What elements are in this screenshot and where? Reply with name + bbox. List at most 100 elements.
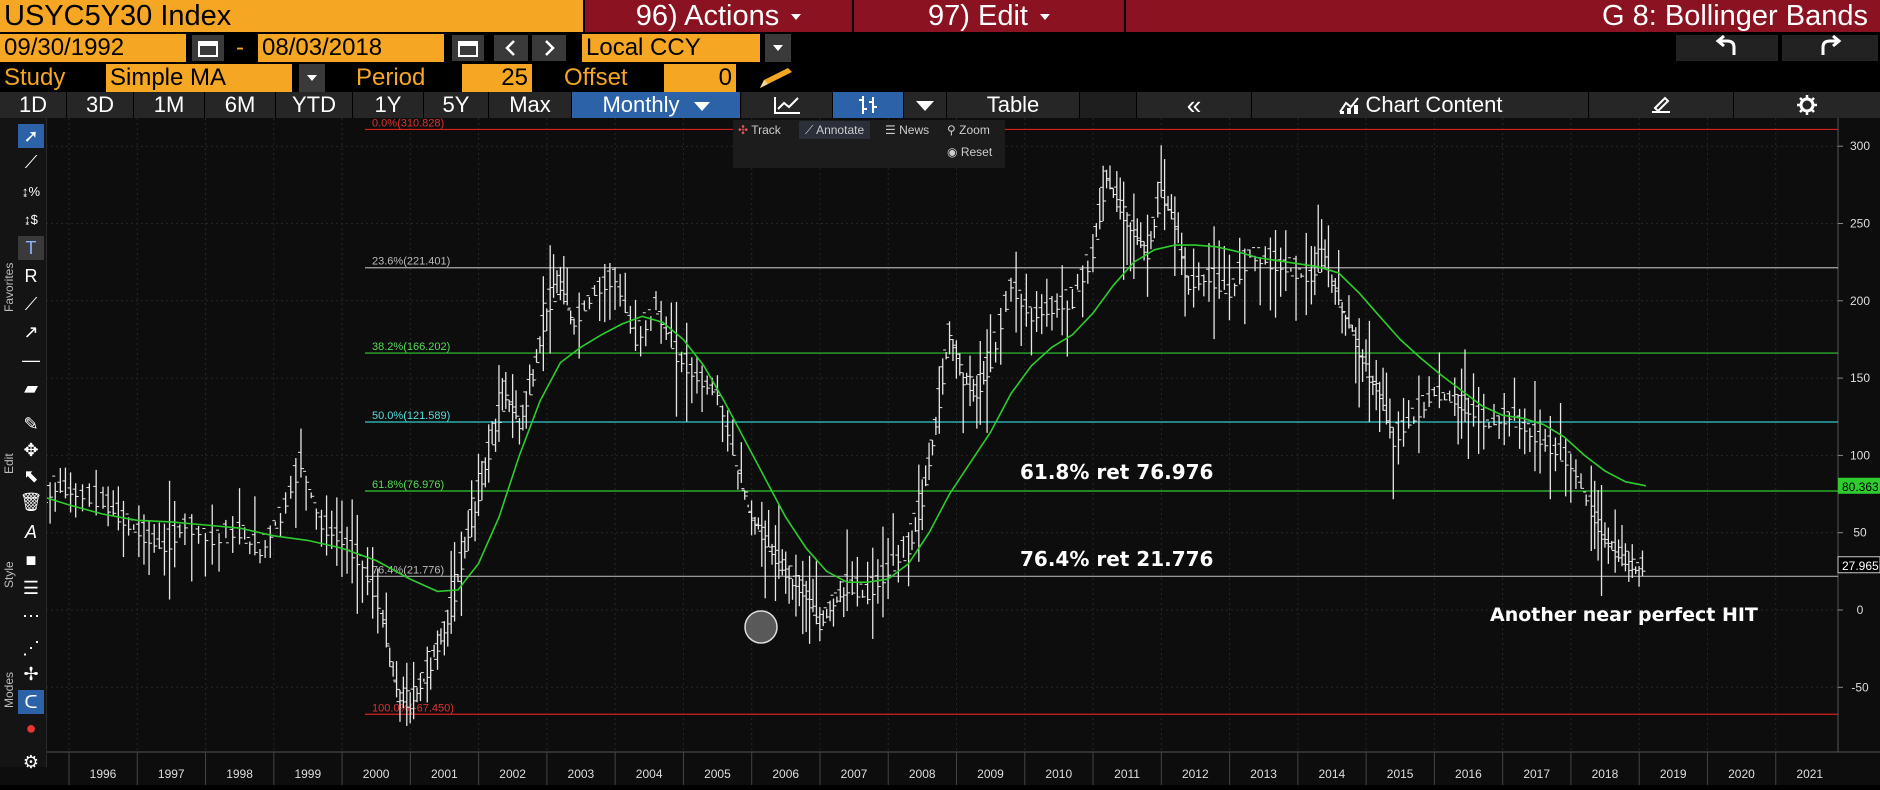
tab-range-1m[interactable]: 1M bbox=[134, 92, 205, 118]
x-tick-label: 2001 bbox=[431, 767, 458, 781]
fib-level-label: 76.4%(21.776) bbox=[372, 564, 444, 576]
ma-value-text: 80.363 bbox=[1842, 480, 1879, 494]
annotation-618[interactable]: 61.8% ret 76.976 bbox=[1020, 460, 1214, 484]
fill-color-icon[interactable]: ■ bbox=[25, 550, 37, 570]
pointer-icon[interactable]: ➚ bbox=[18, 124, 44, 148]
x-tick-label: 2008 bbox=[909, 767, 936, 781]
last-price-text: 27.965 bbox=[1842, 559, 1879, 573]
text-tool-icon[interactable]: T bbox=[18, 236, 44, 260]
annotate-button[interactable]: ⟋ Annotate bbox=[799, 121, 871, 139]
undo-icon[interactable] bbox=[1676, 34, 1778, 61]
pen-icon[interactable]: ✎ bbox=[23, 414, 39, 434]
font-style-icon[interactable]: A bbox=[24, 522, 37, 542]
modes-side-label: Modes bbox=[2, 671, 16, 708]
track-label: Track bbox=[751, 123, 781, 137]
annotation-764[interactable]: 76.4% ret 21.776 bbox=[1020, 547, 1214, 571]
fib-level-label: 23.6%(221.401) bbox=[372, 256, 450, 268]
currency-dropdown[interactable] bbox=[765, 34, 791, 62]
reset-button[interactable]: ◉ Reset bbox=[947, 143, 992, 161]
x-tick-label: 1996 bbox=[90, 767, 117, 781]
price-chart[interactable]: 0.0%(310.828) 23.6%(221.401) 38.2%(166.202… bbox=[0, 117, 1880, 785]
tab-range-3d[interactable]: 3D bbox=[67, 92, 134, 118]
line-weight-icon[interactable]: ☰ bbox=[22, 578, 40, 598]
zoom-label: Zoom bbox=[959, 123, 990, 137]
track-button[interactable]: ✣ Track bbox=[738, 121, 781, 139]
study-dropdown[interactable] bbox=[299, 64, 325, 92]
chart-type-dropdown[interactable] bbox=[904, 92, 947, 118]
y-tick-label: 50 bbox=[1853, 526, 1867, 540]
frequency-label: Monthly bbox=[602, 92, 680, 117]
x-tick-label: 2020 bbox=[1728, 767, 1755, 781]
horizontal-line-icon[interactable]: — bbox=[22, 350, 40, 370]
calendar-icon[interactable] bbox=[452, 35, 484, 61]
redo-icon[interactable] bbox=[1782, 34, 1878, 61]
price-measure-icon[interactable]: ↨$ bbox=[24, 212, 38, 227]
retracement-icon[interactable]: R bbox=[24, 266, 38, 286]
table-button[interactable]: Table bbox=[947, 92, 1080, 118]
fib-level-label: 0.0%(310.828) bbox=[372, 118, 444, 129]
currency-select[interactable]: Local CCY bbox=[582, 34, 760, 62]
tab-range-1y[interactable]: 1Y bbox=[353, 92, 424, 118]
tab-spacer bbox=[1080, 92, 1137, 118]
select-icon[interactable]: ⬉ bbox=[23, 466, 39, 486]
dotted-line-icon[interactable]: ⋰ bbox=[22, 638, 40, 658]
chart-content-button[interactable]: Chart Content bbox=[1252, 92, 1589, 118]
chevron-down-icon bbox=[307, 75, 317, 82]
color-palette-icon[interactable]: ● bbox=[25, 718, 37, 738]
news-label: News bbox=[899, 123, 930, 137]
x-tick-label: 2005 bbox=[704, 767, 731, 781]
tab-range-max[interactable]: Max bbox=[489, 92, 572, 118]
trash-icon[interactable]: 🗑 bbox=[19, 492, 43, 512]
move-icon[interactable]: ✥ bbox=[23, 440, 39, 460]
x-tick-label: 2013 bbox=[1250, 767, 1277, 781]
zoom-button[interactable]: ⚲ Zoom bbox=[947, 121, 990, 139]
settings-gear-icon[interactable]: ⚙ bbox=[22, 752, 40, 772]
chart-content-label: Chart Content bbox=[1365, 92, 1503, 117]
period-input[interactable]: 25 bbox=[462, 64, 532, 92]
tab-range-1d[interactable]: 1D bbox=[0, 92, 67, 118]
annotate-icon: ⟋ bbox=[805, 123, 814, 137]
chart-area[interactable]: 0.0%(310.828) 23.6%(221.401) 38.2%(166.202… bbox=[0, 117, 1880, 785]
prev-arrow-icon[interactable] bbox=[494, 35, 528, 61]
crosshair-mode-icon[interactable]: ✢ bbox=[23, 664, 39, 684]
offset-input[interactable]: 0 bbox=[664, 64, 736, 92]
fib-level-label: 50.0%(121.589) bbox=[372, 410, 450, 422]
y-tick-label: 200 bbox=[1850, 294, 1870, 308]
study-select[interactable]: Simple MA bbox=[106, 64, 292, 92]
ticker-label[interactable]: USYC5Y30 Index bbox=[0, 0, 583, 32]
hit-marker-circle bbox=[744, 610, 778, 644]
chevron-down-icon bbox=[916, 101, 934, 112]
tab-range-6m[interactable]: 6M bbox=[205, 92, 276, 118]
annotation-hit[interactable]: Another near perfect HIT bbox=[1490, 604, 1758, 626]
line-style-icon[interactable]: ⋯ bbox=[22, 606, 40, 626]
next-arrow-icon[interactable] bbox=[532, 35, 566, 61]
line-chart-icon[interactable] bbox=[742, 92, 833, 118]
start-date-field[interactable]: 09/30/1992 bbox=[0, 34, 186, 62]
edit-menu[interactable]: 97) Edit bbox=[854, 0, 1124, 32]
y-tick-label: -50 bbox=[1851, 680, 1869, 694]
news-button[interactable]: ☰ News bbox=[885, 121, 929, 139]
y-tick-label: 0 bbox=[1857, 603, 1864, 617]
tab-range-ytd[interactable]: YTD bbox=[276, 92, 353, 118]
bar-chart-icon[interactable] bbox=[833, 92, 904, 118]
trendline-icon[interactable]: ⟋ bbox=[24, 294, 38, 314]
tab-range-5y[interactable]: 5Y bbox=[424, 92, 489, 118]
gear-icon[interactable] bbox=[1734, 92, 1880, 118]
frequency-select[interactable]: Monthly bbox=[572, 92, 741, 118]
pencil-icon[interactable] bbox=[754, 64, 798, 92]
calendar-icon[interactable] bbox=[192, 35, 224, 61]
annotate-settings-icon[interactable] bbox=[1589, 92, 1734, 118]
end-date-field[interactable]: 08/03/2018 bbox=[258, 34, 444, 62]
collapse-button[interactable]: « bbox=[1137, 92, 1252, 118]
percent-measure-icon[interactable]: ↨% bbox=[21, 184, 41, 199]
actions-menu[interactable]: 96) Actions bbox=[585, 0, 852, 32]
favorites-label: Favorites bbox=[2, 262, 16, 312]
crosshair-icon: ✣ bbox=[738, 123, 749, 137]
x-tick-label: 2019 bbox=[1660, 767, 1687, 781]
edit-side-label: Edit bbox=[2, 453, 16, 474]
line-draw-icon[interactable]: ⟋ bbox=[24, 152, 38, 172]
ray-icon[interactable]: ↗ bbox=[23, 322, 39, 342]
reset-icon: ◉ bbox=[947, 145, 958, 159]
magnet-icon[interactable]: ᑕ bbox=[18, 690, 44, 714]
channel-icon[interactable]: ▰ bbox=[24, 378, 38, 398]
